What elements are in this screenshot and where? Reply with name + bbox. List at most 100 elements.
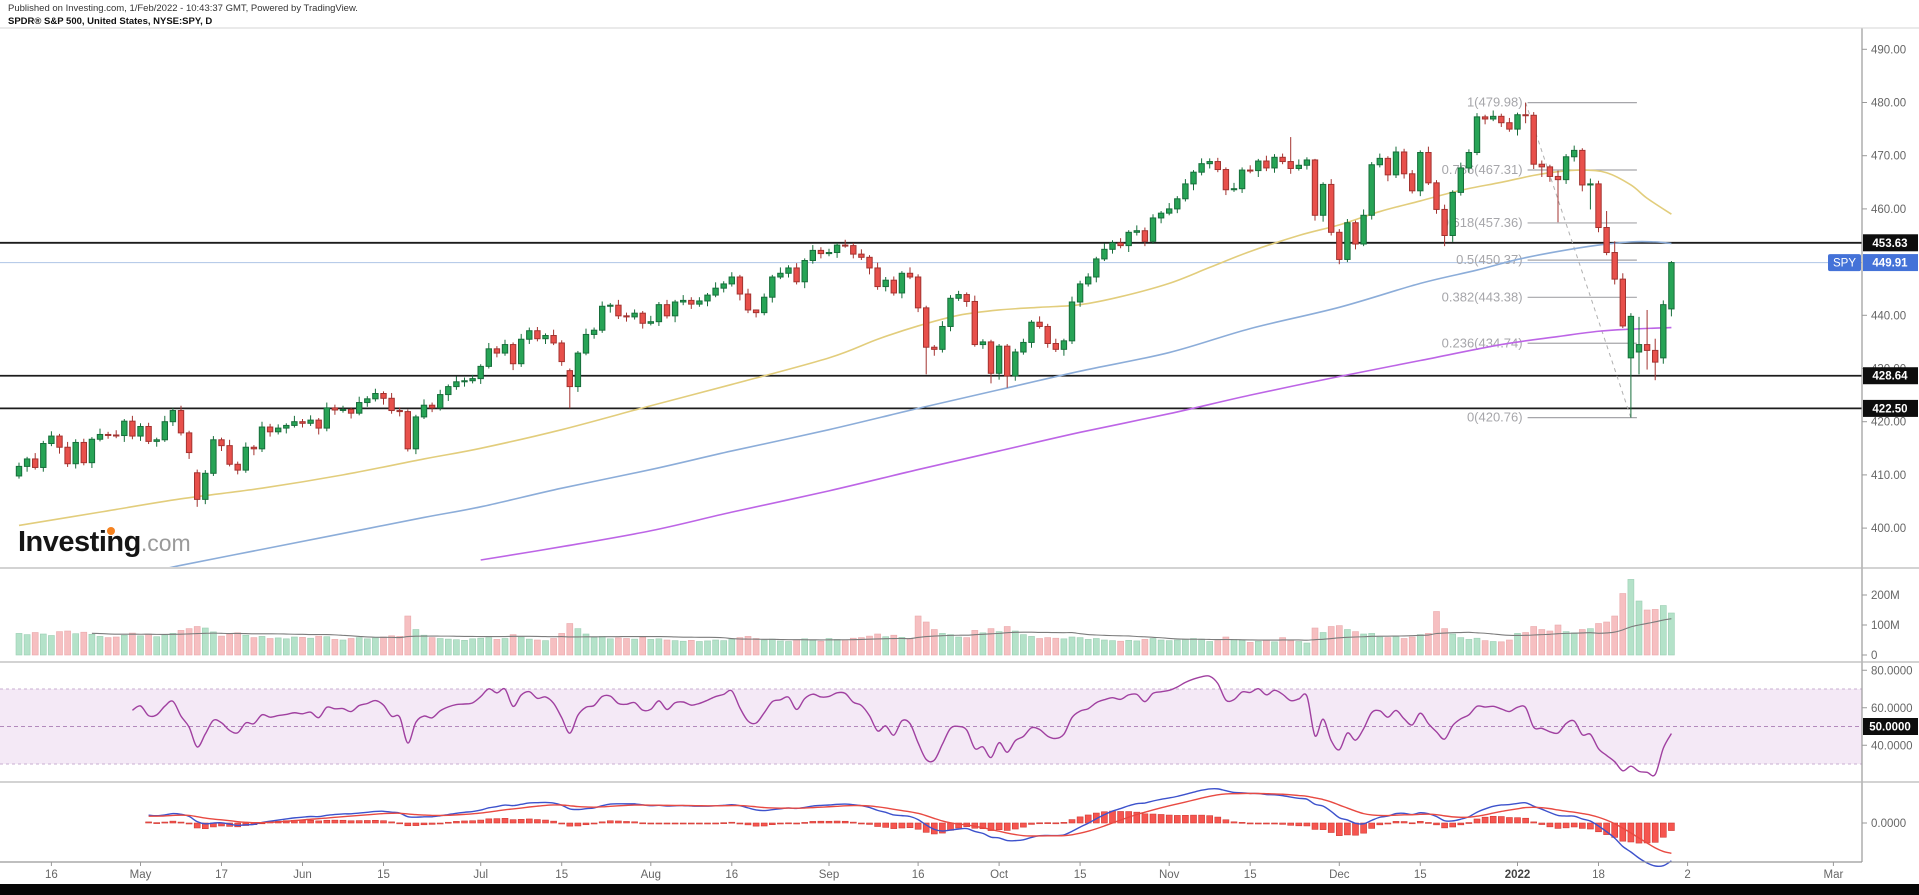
candles-series[interactable] [15,102,1675,507]
header: Published on Investing.com, 1/Feb/2022 -… [8,3,358,27]
volume-bar [817,640,825,656]
volume-bar [428,637,436,656]
macd-histogram-bar [1319,822,1327,830]
candle-body [88,438,96,464]
rsi-pane[interactable] [0,675,1862,777]
macd-histogram-bar [1489,815,1497,824]
candle-body [631,312,638,318]
rsi-mid-badge [1863,718,1918,735]
macd-histogram-bar [169,820,177,824]
volume-bar [145,633,152,656]
candle-body [412,416,420,450]
volume-bar [1206,641,1213,656]
macd-histogram-bar [615,820,622,824]
volume-bar [96,636,104,656]
macd-histogram-bar [404,822,412,827]
time-tick-label: Nov [1159,869,1180,881]
candle-body [607,304,614,307]
volume-bar [728,639,736,656]
macd-histogram-bar [1165,814,1173,824]
volume-bar [1611,615,1618,656]
candle-body [250,446,258,450]
time-axis[interactable]: 16 May 17 Jun 15 Jul 15 Aug 16 Sep 16 Oct 15 Nov 15 Dec… [0,861,1862,881]
candle-body [1133,230,1140,233]
volume-bar [606,638,614,656]
macd-tick-label: 0.0000 [1871,818,1906,830]
volume-bar [1514,633,1521,656]
macd-histogram-bar [1263,822,1270,825]
price-axis[interactable]: 490.00480.00470.00460.00440.00430.00420.… [1828,28,1918,862]
candle-body [1465,152,1473,169]
macd-pane[interactable] [145,787,1675,868]
candle-body [177,410,185,434]
instrument-line: SPDR® S&P 500, United States, NYSE:SPY, … [8,16,213,27]
macd-histogram-bar [1668,822,1675,831]
volume-bar [1352,631,1359,656]
volume-bar [1384,637,1392,656]
candle-body [1303,159,1311,166]
macd-histogram-bar [777,822,784,825]
volume-bar [1263,639,1270,656]
volume-bar [1619,593,1627,656]
volume-bar [955,636,962,656]
candle-body [663,304,671,317]
macd-histogram-bar [1246,822,1254,825]
time-tick-label: 15 [1244,869,1257,881]
sr-badge [1863,399,1918,417]
candle-body [1206,161,1213,165]
candle-body [752,309,760,314]
macd-histogram-bar [1141,813,1149,824]
candle-body [396,410,403,413]
candle-body [1036,321,1043,327]
volume-bar [525,638,533,656]
macd-histogram-bar [833,820,841,824]
price-pane[interactable]: 1(479.98) 0.786(467.31) 0.618(457.36) 0.5(4… [0,95,1862,576]
macd-histogram-bar [1011,822,1019,830]
macd-histogram-bar [631,821,638,824]
macd-histogram-bar [955,822,962,829]
volume-bar [906,638,914,656]
volume-pane[interactable] [15,579,1675,656]
sr-badge [1863,234,1918,252]
macd-histogram-bar [720,822,728,824]
volume-bar [1101,639,1108,656]
macd-histogram-bar [1408,822,1416,825]
candle-body [56,435,63,448]
candle-body [1319,183,1327,216]
candle-body [931,346,938,350]
candle-body [898,272,906,294]
time-tick-label: Sep [819,869,839,881]
candle-body [566,370,573,388]
candle-body [153,439,160,442]
volume-bar [388,635,395,656]
candle-body [1400,151,1408,175]
candle-body [939,325,946,350]
volume-bar [1651,609,1659,656]
macd-histogram-bar [1514,817,1521,824]
time-tick-label: Aug [641,869,661,881]
volume-bar [129,632,136,656]
macd-histogram-bar [1473,818,1481,824]
sma50-line [18,169,1672,527]
volume-bar [31,632,39,656]
volume-bar [1020,634,1027,656]
macd-histogram-bar [687,822,695,825]
candle-body [1141,230,1149,242]
candle-body [299,421,306,424]
macd-histogram-bar [339,819,347,824]
volume-bar [177,630,185,656]
volume-bar [1441,628,1448,656]
volume-bar [1230,639,1238,656]
rsi-mid-badge-text: 50.0000 [1869,722,1911,734]
candle-body [874,267,881,288]
candle-body [1627,315,1635,359]
macd-histogram-bar [1522,817,1529,824]
volume-bar [1457,637,1465,656]
candle-body [242,446,250,471]
volume-bar [768,638,776,656]
volume-bar [1627,579,1635,656]
candle-body [817,249,825,255]
candle-body [518,338,525,365]
time-tick-label: Mar [1823,869,1843,881]
